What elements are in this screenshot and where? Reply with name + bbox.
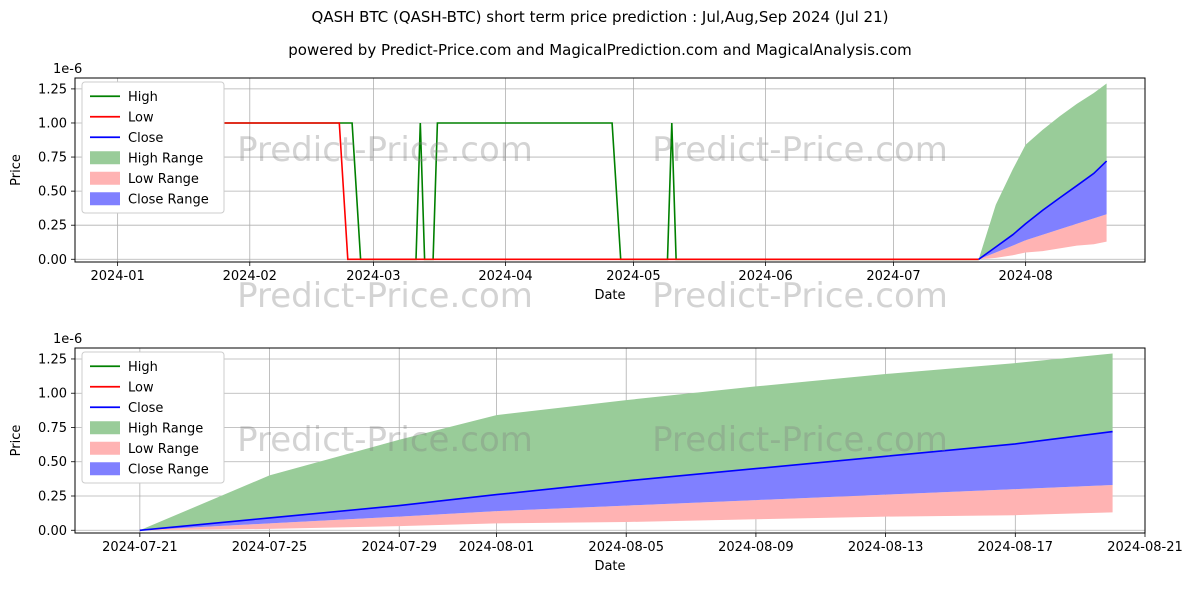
top-price-chart: 2024-01 2024-02 2024-03 2024-04 2024-05 2024-… xyxy=(0,60,1200,328)
legend-label: Close Range xyxy=(128,192,209,207)
band-low-range xyxy=(139,485,1113,531)
legend: High Low Close High Range Low Range Close Ran… xyxy=(81,81,225,214)
legend-patch-swatch xyxy=(90,171,120,185)
x-tick-label: 2024-07-25 xyxy=(232,540,308,555)
x-tick-label: 2024-06 xyxy=(738,269,792,284)
legend-label: Close xyxy=(128,131,163,146)
plot-frame xyxy=(74,347,1146,534)
y-tick-label: 0.00 xyxy=(38,524,67,539)
legend-label: Low Range xyxy=(128,172,199,187)
x-tick-label: 2024-01 xyxy=(90,269,144,284)
legend-label: High xyxy=(128,360,158,375)
x-axis-label: Date xyxy=(594,559,625,574)
y-tick-label: 0.25 xyxy=(38,219,67,234)
band-high-range xyxy=(139,353,1113,531)
x-tick-label: 2024-08-09 xyxy=(718,540,794,555)
y-axis-label: Price xyxy=(9,154,24,186)
legend-label: High Range xyxy=(128,151,203,166)
line-close xyxy=(139,430,1113,532)
y-tick-label: 0.75 xyxy=(38,151,67,166)
band-close-range xyxy=(978,161,1107,260)
x-tick-label: 2024-08-17 xyxy=(978,540,1054,555)
y-tick-label: 0.50 xyxy=(38,185,67,200)
x-tick-label: 2024-08-21 xyxy=(1107,540,1183,555)
y-tick-label: 1.00 xyxy=(38,387,67,402)
x-tick-label: 2024-08-01 xyxy=(459,540,535,555)
x-tick-label: 2024-08 xyxy=(998,269,1052,284)
legend-label: Close xyxy=(128,401,163,416)
y-tick-label: 1.25 xyxy=(38,352,67,367)
y-tick-label: 0.75 xyxy=(38,421,67,436)
legend-patch-swatch xyxy=(90,151,120,165)
x-tick-label: 2024-08-05 xyxy=(588,540,664,555)
axis-offset-label: 1e-6 xyxy=(53,332,82,347)
band-low-range xyxy=(978,214,1107,260)
legend-label: High xyxy=(128,90,158,105)
x-tick-label: 2024-08-13 xyxy=(848,540,924,555)
chart-bottom-svg: 2024-07-21 2024-07-25 2024-07-29 2024-08-01… xyxy=(9,332,1183,574)
figure-title: QASH BTC (QASH-BTC) short term price pre… xyxy=(311,8,889,26)
x-axis-label: Date xyxy=(594,288,625,303)
x-tick-label: 2024-03 xyxy=(346,269,400,284)
legend-patch-swatch xyxy=(90,462,120,476)
legend-label: High Range xyxy=(128,421,203,436)
y-tick-label: 1.00 xyxy=(38,116,67,131)
figure-subtitle: powered by Predict-Price.com and Magical… xyxy=(288,41,912,59)
x-tick-label: 2024-02 xyxy=(223,269,277,284)
plot-frame xyxy=(74,77,1146,263)
legend-label: Low Range xyxy=(128,442,199,457)
y-tick-label: 0.00 xyxy=(38,253,67,268)
x-tick-label: 2024-05 xyxy=(606,269,660,284)
y-axis-label: Price xyxy=(9,425,24,457)
y-tick-label: 0.50 xyxy=(38,455,67,470)
line-close xyxy=(978,160,1108,260)
legend-patch-swatch xyxy=(90,441,120,455)
bottom-forecast-chart: 2024-07-21 2024-07-25 2024-07-29 2024-08-01… xyxy=(0,330,1200,598)
legend-patch-swatch xyxy=(90,421,120,435)
x-tick-label: 2024-04 xyxy=(478,269,532,284)
legend-label: Close Range xyxy=(128,462,209,477)
legend-patch-swatch xyxy=(90,192,120,206)
axis-offset-label: 1e-6 xyxy=(53,62,82,77)
legend: High Low Close High Range Low Range Close Ran… xyxy=(81,351,225,484)
chart-top-svg: 2024-01 2024-02 2024-03 2024-04 2024-05 2024-… xyxy=(9,62,1146,303)
x-tick-label: 2024-07-21 xyxy=(102,540,178,555)
y-tick-label: 1.25 xyxy=(38,82,67,97)
x-tick-label: 2024-07 xyxy=(866,269,920,284)
legend-label: Low xyxy=(128,380,154,395)
x-tick-label: 2024-07-29 xyxy=(361,540,437,555)
band-high-range xyxy=(978,83,1107,260)
legend-label: Low xyxy=(128,110,154,125)
y-tick-label: 0.25 xyxy=(38,490,67,505)
